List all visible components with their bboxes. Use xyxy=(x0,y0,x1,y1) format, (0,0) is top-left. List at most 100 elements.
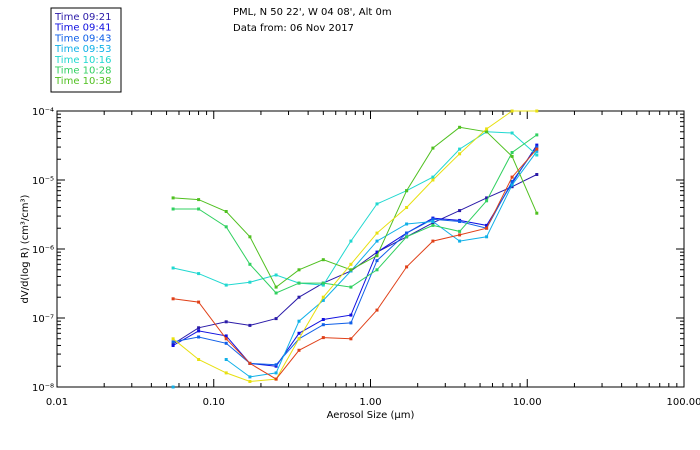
data-point xyxy=(248,235,252,239)
legend-entry: Time 09:41 xyxy=(54,23,111,34)
series-line xyxy=(173,146,538,366)
data-point xyxy=(321,258,325,262)
data-point xyxy=(405,235,409,239)
data-point xyxy=(248,280,252,284)
data-point xyxy=(224,210,228,213)
legend-entry: Time 10:28 xyxy=(54,66,111,77)
data-point xyxy=(297,281,301,285)
data-point xyxy=(197,198,201,202)
data-point xyxy=(349,337,353,341)
data-point xyxy=(510,131,514,135)
data-point xyxy=(375,254,379,258)
y-axis-label: dV/d(log R) (cm³/cm³) xyxy=(20,194,31,303)
x-axis-label: Aerosol Size (μm) xyxy=(327,410,415,421)
y-tick-label: 10⁻⁷ xyxy=(32,314,54,325)
data-point xyxy=(197,207,201,211)
data-point xyxy=(321,295,325,299)
data-point xyxy=(431,178,435,182)
data-point xyxy=(349,262,353,266)
data-point xyxy=(485,223,489,227)
data-point xyxy=(375,259,379,263)
legend-entry: Time 09:21 xyxy=(54,12,111,23)
x-tick-label: 1.00 xyxy=(359,397,381,408)
data-point xyxy=(171,207,175,211)
data-point xyxy=(171,385,175,389)
data-point xyxy=(510,151,514,154)
data-point xyxy=(535,147,539,151)
data-point xyxy=(224,341,228,345)
data-point xyxy=(297,348,301,352)
series-5 xyxy=(171,130,539,287)
series-4 xyxy=(171,149,539,389)
data-point xyxy=(535,133,539,137)
data-point xyxy=(349,321,353,325)
header-date: Data from: 06 Nov 2017 xyxy=(233,23,354,34)
data-point xyxy=(431,146,435,150)
data-point xyxy=(431,217,435,221)
data-point xyxy=(375,202,379,206)
data-point xyxy=(485,196,489,200)
data-point xyxy=(349,239,353,243)
data-point xyxy=(458,152,462,156)
data-point xyxy=(375,231,379,235)
data-point xyxy=(405,231,409,235)
data-point xyxy=(535,145,539,149)
data-point xyxy=(274,377,278,381)
data-point xyxy=(375,250,379,254)
data-point xyxy=(224,225,228,229)
data-point xyxy=(535,109,539,113)
data-point xyxy=(535,153,539,157)
data-point xyxy=(431,175,435,179)
data-point xyxy=(248,323,252,327)
data-point xyxy=(224,334,228,338)
data-point xyxy=(274,291,278,295)
data-point xyxy=(458,220,462,223)
series-6 xyxy=(171,133,539,295)
data-point xyxy=(431,223,435,227)
data-point xyxy=(297,268,301,272)
data-point xyxy=(248,361,252,365)
data-point xyxy=(248,375,252,379)
data-point xyxy=(224,320,228,324)
series-line xyxy=(172,131,538,286)
data-point xyxy=(431,239,435,243)
y-tick-label: 10⁻⁸ xyxy=(32,383,54,394)
data-point xyxy=(458,233,462,237)
data-point xyxy=(405,222,409,226)
data-point xyxy=(431,220,435,223)
data-point xyxy=(274,317,278,321)
series-9 xyxy=(171,147,539,381)
data-point xyxy=(535,211,539,215)
header-location: PML, N 50 22', W 04 08', Alt 0m xyxy=(233,7,392,18)
data-point xyxy=(297,331,301,335)
data-point xyxy=(197,335,201,339)
data-point xyxy=(224,283,228,287)
data-point xyxy=(171,266,175,270)
data-point xyxy=(197,300,201,304)
data-point xyxy=(405,265,409,269)
data-point xyxy=(197,272,201,276)
data-point xyxy=(535,173,539,176)
data-point xyxy=(535,149,539,153)
data-point xyxy=(224,371,228,375)
data-point xyxy=(297,337,301,341)
data-point xyxy=(274,363,278,367)
data-point xyxy=(510,180,514,183)
data-point xyxy=(321,323,325,327)
y-tick-label: 10⁻⁶ xyxy=(32,245,54,256)
x-tick-label: 0.01 xyxy=(46,397,68,408)
data-point xyxy=(535,143,539,147)
data-point xyxy=(510,154,514,158)
data-point xyxy=(458,239,462,243)
series-line xyxy=(173,134,538,294)
data-point xyxy=(224,358,228,361)
legend-entry: Time 09:53 xyxy=(54,44,111,55)
legend-entry: Time 09:43 xyxy=(54,33,111,44)
data-point xyxy=(349,285,353,289)
data-point xyxy=(224,337,228,341)
data-point xyxy=(321,283,325,287)
data-point xyxy=(349,268,353,272)
data-point xyxy=(297,295,301,299)
